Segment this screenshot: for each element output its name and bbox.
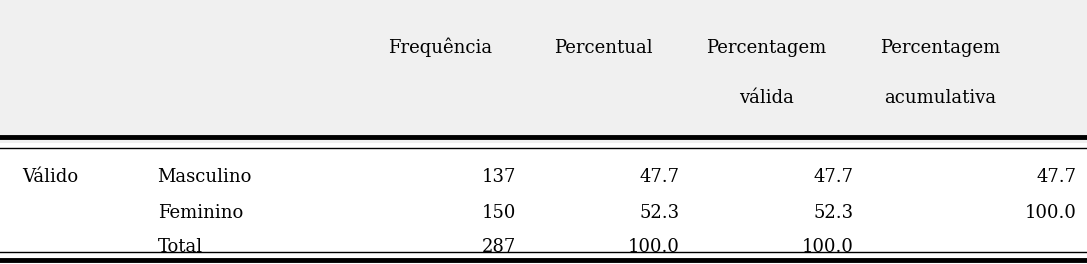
Text: 47.7: 47.7 xyxy=(813,168,853,186)
Text: válida: válida xyxy=(739,89,794,107)
Text: acumulativa: acumulativa xyxy=(884,89,997,107)
Text: 137: 137 xyxy=(482,168,516,186)
Text: 100.0: 100.0 xyxy=(627,238,679,256)
Text: Frequência: Frequência xyxy=(388,38,492,57)
FancyBboxPatch shape xyxy=(0,143,1087,264)
Text: 287: 287 xyxy=(482,238,516,256)
Text: Feminino: Feminino xyxy=(158,204,242,221)
Text: 47.7: 47.7 xyxy=(639,168,679,186)
Text: Válido: Válido xyxy=(22,168,78,186)
Text: Masculino: Masculino xyxy=(158,168,252,186)
Text: 52.3: 52.3 xyxy=(813,204,853,221)
Text: 100.0: 100.0 xyxy=(1024,204,1076,221)
Text: 47.7: 47.7 xyxy=(1036,168,1076,186)
Text: 150: 150 xyxy=(482,204,516,221)
Text: 100.0: 100.0 xyxy=(801,238,853,256)
Text: Percentagem: Percentagem xyxy=(880,39,1000,56)
Text: Percentual: Percentual xyxy=(554,39,652,56)
Text: 52.3: 52.3 xyxy=(639,204,679,221)
Text: Total: Total xyxy=(158,238,203,256)
Text: Percentagem: Percentagem xyxy=(707,39,826,56)
